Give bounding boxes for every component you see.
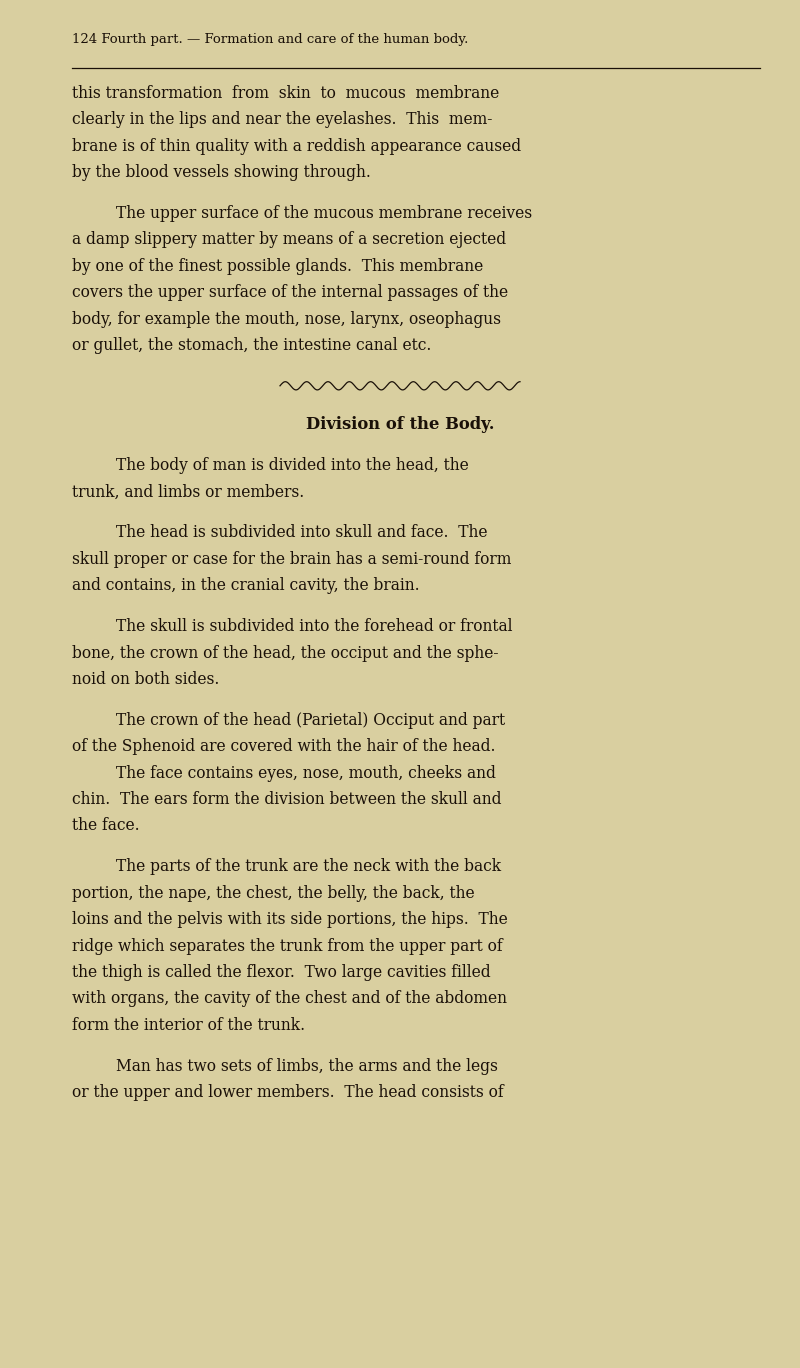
Text: form the interior of the trunk.: form the interior of the trunk. <box>72 1016 305 1034</box>
Text: the face.: the face. <box>72 818 140 834</box>
Text: portion, the nape, the chest, the belly, the back, the: portion, the nape, the chest, the belly,… <box>72 885 474 902</box>
Text: skull proper or case for the brain has a semi-round form: skull proper or case for the brain has a… <box>72 551 511 568</box>
Text: The face contains eyes, nose, mouth, cheeks and: The face contains eyes, nose, mouth, che… <box>116 765 496 781</box>
Text: The skull is subdivided into the forehead or frontal: The skull is subdivided into the forehea… <box>116 618 513 635</box>
Text: body, for example the mouth, nose, larynx, oseophagus: body, for example the mouth, nose, laryn… <box>72 311 501 327</box>
Text: by the blood vessels showing through.: by the blood vessels showing through. <box>72 164 371 181</box>
Text: noid on both sides.: noid on both sides. <box>72 670 219 688</box>
Text: covers the upper surface of the internal passages of the: covers the upper surface of the internal… <box>72 285 508 301</box>
Text: The crown of the head (Parietal) Occiput and part: The crown of the head (Parietal) Occiput… <box>116 711 505 729</box>
Text: or gullet, the stomach, the intestine canal etc.: or gullet, the stomach, the intestine ca… <box>72 337 431 354</box>
Text: this transformation  from  skin  to  mucous  membrane: this transformation from skin to mucous … <box>72 85 499 101</box>
Text: Man has two sets of limbs, the arms and the legs: Man has two sets of limbs, the arms and … <box>116 1057 498 1075</box>
Text: of the Sphenoid are covered with the hair of the head.: of the Sphenoid are covered with the hai… <box>72 739 495 755</box>
Text: The upper surface of the mucous membrane receives: The upper surface of the mucous membrane… <box>116 205 532 222</box>
Text: a damp slippery matter by means of a secretion ejected: a damp slippery matter by means of a sec… <box>72 231 506 249</box>
Text: bone, the crown of the head, the occiput and the sphe-: bone, the crown of the head, the occiput… <box>72 644 498 662</box>
Text: The head is subdivided into skull and face.  The: The head is subdivided into skull and fa… <box>116 524 487 542</box>
Text: clearly in the lips and near the eyelashes.  This  mem-: clearly in the lips and near the eyelash… <box>72 111 492 129</box>
Text: The body of man is divided into the head, the: The body of man is divided into the head… <box>116 457 469 475</box>
Text: brane is of thin quality with a reddish appearance caused: brane is of thin quality with a reddish … <box>72 138 521 155</box>
Text: with organs, the cavity of the chest and of the abdomen: with organs, the cavity of the chest and… <box>72 990 507 1007</box>
Text: chin.  The ears form the division between the skull and: chin. The ears form the division between… <box>72 791 502 808</box>
Text: loins and the pelvis with its side portions, the hips.  The: loins and the pelvis with its side porti… <box>72 911 508 929</box>
Text: Division of the Body.: Division of the Body. <box>306 416 494 434</box>
Text: by one of the finest possible glands.  This membrane: by one of the finest possible glands. Th… <box>72 257 483 275</box>
Text: ridge which separates the trunk from the upper part of: ridge which separates the trunk from the… <box>72 937 502 955</box>
Text: and contains, in the cranial cavity, the brain.: and contains, in the cranial cavity, the… <box>72 577 420 594</box>
Text: The parts of the trunk are the neck with the back: The parts of the trunk are the neck with… <box>116 858 501 876</box>
Text: trunk, and limbs or members.: trunk, and limbs or members. <box>72 483 304 501</box>
Text: or the upper and lower members.  The head consists of: or the upper and lower members. The head… <box>72 1085 504 1101</box>
Text: the thigh is called the flexor.  Two large cavities filled: the thigh is called the flexor. Two larg… <box>72 964 490 981</box>
Text: 124 Fourth part. — Formation and care of the human body.: 124 Fourth part. — Formation and care of… <box>72 33 468 47</box>
